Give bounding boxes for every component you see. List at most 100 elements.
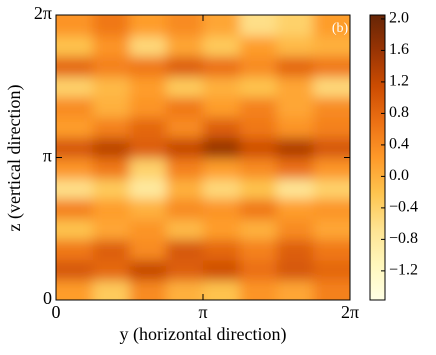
heatmap-cell: [313, 35, 350, 57]
colorbar-tick-label: 1.2: [389, 73, 409, 90]
heatmap-cell: [166, 35, 204, 57]
heatmap-cell: [276, 96, 315, 118]
heatmap-cell: [203, 259, 241, 281]
heatmap-cell: [239, 55, 278, 78]
heatmap-cell: [239, 76, 278, 98]
heatmap-cell: [276, 15, 315, 37]
heatmap-cell: [166, 55, 204, 78]
x-tick-label: 2π: [341, 302, 359, 322]
heatmap-cell: [239, 279, 278, 300]
colorbar: [369, 14, 386, 301]
heatmap-cell: [56, 116, 94, 139]
heatmap-cell: [129, 116, 168, 139]
heatmap-cell: [203, 137, 241, 159]
heatmap-cell: [239, 35, 278, 57]
heatmap-cell: [56, 279, 94, 300]
heatmap-cell: [92, 96, 131, 118]
heatmap: [56, 15, 350, 300]
heatmap-cell: [276, 259, 315, 281]
heatmap-cell: [203, 218, 241, 240]
heatmap-cell: [166, 218, 204, 240]
y-axis-label: z (vertical direction): [4, 85, 25, 232]
heatmap-cell: [276, 177, 315, 200]
heatmap-cell: [92, 15, 131, 37]
heatmap-cell: [239, 15, 278, 37]
heatmap-cell: [203, 35, 241, 57]
heatmap-cell: [313, 198, 350, 220]
heatmap-cell: [129, 137, 168, 159]
heatmap-cell: [166, 198, 204, 220]
heatmap-cell: [203, 279, 241, 300]
heatmap-cell: [166, 137, 204, 159]
heatmap-cell: [166, 259, 204, 281]
colorbar-tick-label: −1.2: [389, 262, 418, 279]
heatmap-cell: [313, 96, 350, 118]
heatmap-cell: [129, 279, 168, 300]
heatmap-cell: [166, 96, 204, 118]
heatmap-cell: [166, 238, 204, 261]
heatmap-cell: [276, 116, 315, 139]
heatmap-cell: [313, 259, 350, 281]
heatmap-cell: [313, 218, 350, 240]
y-tick-label: 0: [43, 288, 52, 308]
heatmap-cell: [92, 55, 131, 78]
heatmap-cell: [239, 218, 278, 240]
annotation: (b): [332, 21, 349, 36]
heatmap-cell: [239, 259, 278, 281]
heatmap-cell: [56, 76, 94, 98]
heatmap-cell: [239, 157, 278, 179]
heatmap-cell: [129, 198, 168, 220]
heatmap-cell: [166, 116, 204, 139]
colorbar-tick-label: 0.0: [389, 167, 409, 184]
heatmap-cell: [276, 279, 315, 300]
heatmap-cell: [129, 35, 168, 57]
heatmap-cell: [313, 15, 350, 37]
heatmap-cell: [203, 116, 241, 139]
heatmap-cell: [56, 15, 94, 37]
heatmap-cell: [92, 76, 131, 98]
heatmap-cell: [129, 259, 168, 281]
heatmap-cell: [129, 55, 168, 78]
heatmap-cells: [56, 15, 350, 300]
heatmap-cell: [203, 238, 241, 261]
heatmap-cell: [129, 218, 168, 240]
heatmap-cell: [56, 218, 94, 240]
heatmap-cell: [313, 137, 350, 159]
heatmap-cell: [56, 137, 94, 159]
heatmap-cell: [166, 76, 204, 98]
heatmap-cell: [129, 177, 168, 200]
heatmap-cell: [313, 177, 350, 200]
heatmap-cell: [276, 76, 315, 98]
x-tick-label: 0: [52, 302, 61, 322]
heatmap-cell: [203, 96, 241, 118]
heatmap-cell: [239, 177, 278, 200]
heatmap-cell: [92, 238, 131, 261]
heatmap-cell: [92, 259, 131, 281]
heatmap-cell: [56, 96, 94, 118]
heatmap-cell: [239, 116, 278, 139]
heatmap-cell: [203, 76, 241, 98]
colorbar-tick-label: 1.6: [389, 41, 409, 58]
colorbar-tick-label: −0.4: [389, 199, 418, 216]
heatmap-cell: [203, 55, 241, 78]
heatmap-cell: [166, 157, 204, 179]
heatmap-cell: [239, 198, 278, 220]
heatmap-cell: [92, 35, 131, 57]
colorbar-tick-label: 2.0: [389, 10, 409, 27]
heatmap-cell: [203, 198, 241, 220]
heatmap-cell: [92, 198, 131, 220]
heatmap-cell: [166, 177, 204, 200]
heatmap-cell: [166, 279, 204, 300]
heatmap-cell: [56, 238, 94, 261]
heatmap-cell: [239, 137, 278, 159]
heatmap-cell: [276, 137, 315, 159]
colorbar-tick-label: 0.8: [389, 104, 409, 121]
heatmap-cell: [313, 76, 350, 98]
heatmap-cell: [56, 157, 94, 179]
heatmap-cell: [276, 157, 315, 179]
heatmap-cell: [92, 137, 131, 159]
heatmap-cell: [92, 279, 131, 300]
heatmap-cell: [313, 279, 350, 300]
heatmap-cell: [276, 218, 315, 240]
